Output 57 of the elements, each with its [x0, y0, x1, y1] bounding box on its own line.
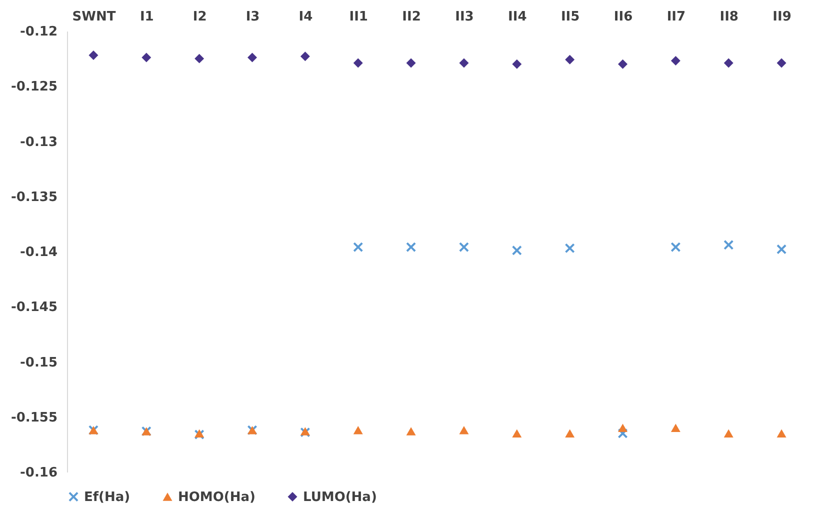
point: [565, 429, 575, 438]
y-tick-label: -0.135: [10, 190, 58, 205]
y-tick-label: -0.16: [20, 466, 58, 480]
y-tick-label: -0.145: [10, 300, 58, 316]
y-tick-label: -0.15: [20, 355, 58, 370]
point: [300, 52, 310, 62]
point: [724, 429, 734, 438]
x-tick-label: II9: [772, 10, 792, 24]
x-tick-label: II4: [508, 10, 527, 24]
x-tick-label: I2: [192, 10, 207, 24]
point: [459, 426, 469, 434]
x-tick-label: II1: [349, 10, 368, 24]
point: [776, 58, 786, 68]
point: [618, 424, 628, 432]
point: [353, 242, 363, 252]
point: [406, 242, 416, 252]
x-tick-label: I4: [298, 10, 313, 24]
point: [142, 52, 152, 62]
point: [618, 59, 628, 69]
point: [776, 429, 786, 438]
point: [512, 246, 522, 256]
point: [512, 59, 522, 69]
legend-label: HOMO(Ha): [178, 490, 256, 505]
point: [459, 242, 469, 252]
x-tick-label: II5: [560, 10, 580, 24]
point: [670, 242, 680, 252]
point: [565, 243, 575, 253]
point: [776, 244, 786, 254]
x-tick-label: II3: [455, 10, 474, 24]
point: [565, 54, 575, 64]
y-tick-label: -0.14: [20, 245, 58, 260]
point: [88, 50, 98, 60]
x-tick-label: II7: [666, 10, 686, 24]
x-tick-label: I1: [140, 10, 154, 24]
x-tick-label: II6: [614, 10, 633, 24]
point: [459, 58, 469, 68]
legend-label: LUMO(Ha): [303, 490, 377, 505]
y-tick-label: -0.155: [10, 410, 58, 426]
point: [670, 424, 680, 432]
x-tick-label: II2: [402, 10, 421, 24]
point: [406, 58, 416, 68]
point: [353, 58, 363, 68]
y-tick-label: -0.125: [10, 80, 58, 95]
point: [353, 426, 363, 434]
point: [670, 56, 680, 66]
point: [724, 240, 734, 250]
x-tick-label: II8: [720, 10, 738, 24]
x-tick-label: I3: [246, 10, 260, 24]
point: [248, 52, 257, 62]
point: [512, 429, 522, 438]
legend-label: Ef(Ha): [84, 490, 130, 505]
point: [406, 427, 416, 436]
x-tick-label: SWNT: [72, 10, 116, 24]
y-tick-label: -0.13: [20, 134, 58, 150]
y-tick-label: -0.12: [20, 24, 58, 40]
point: [194, 54, 204, 64]
point: [724, 58, 734, 68]
